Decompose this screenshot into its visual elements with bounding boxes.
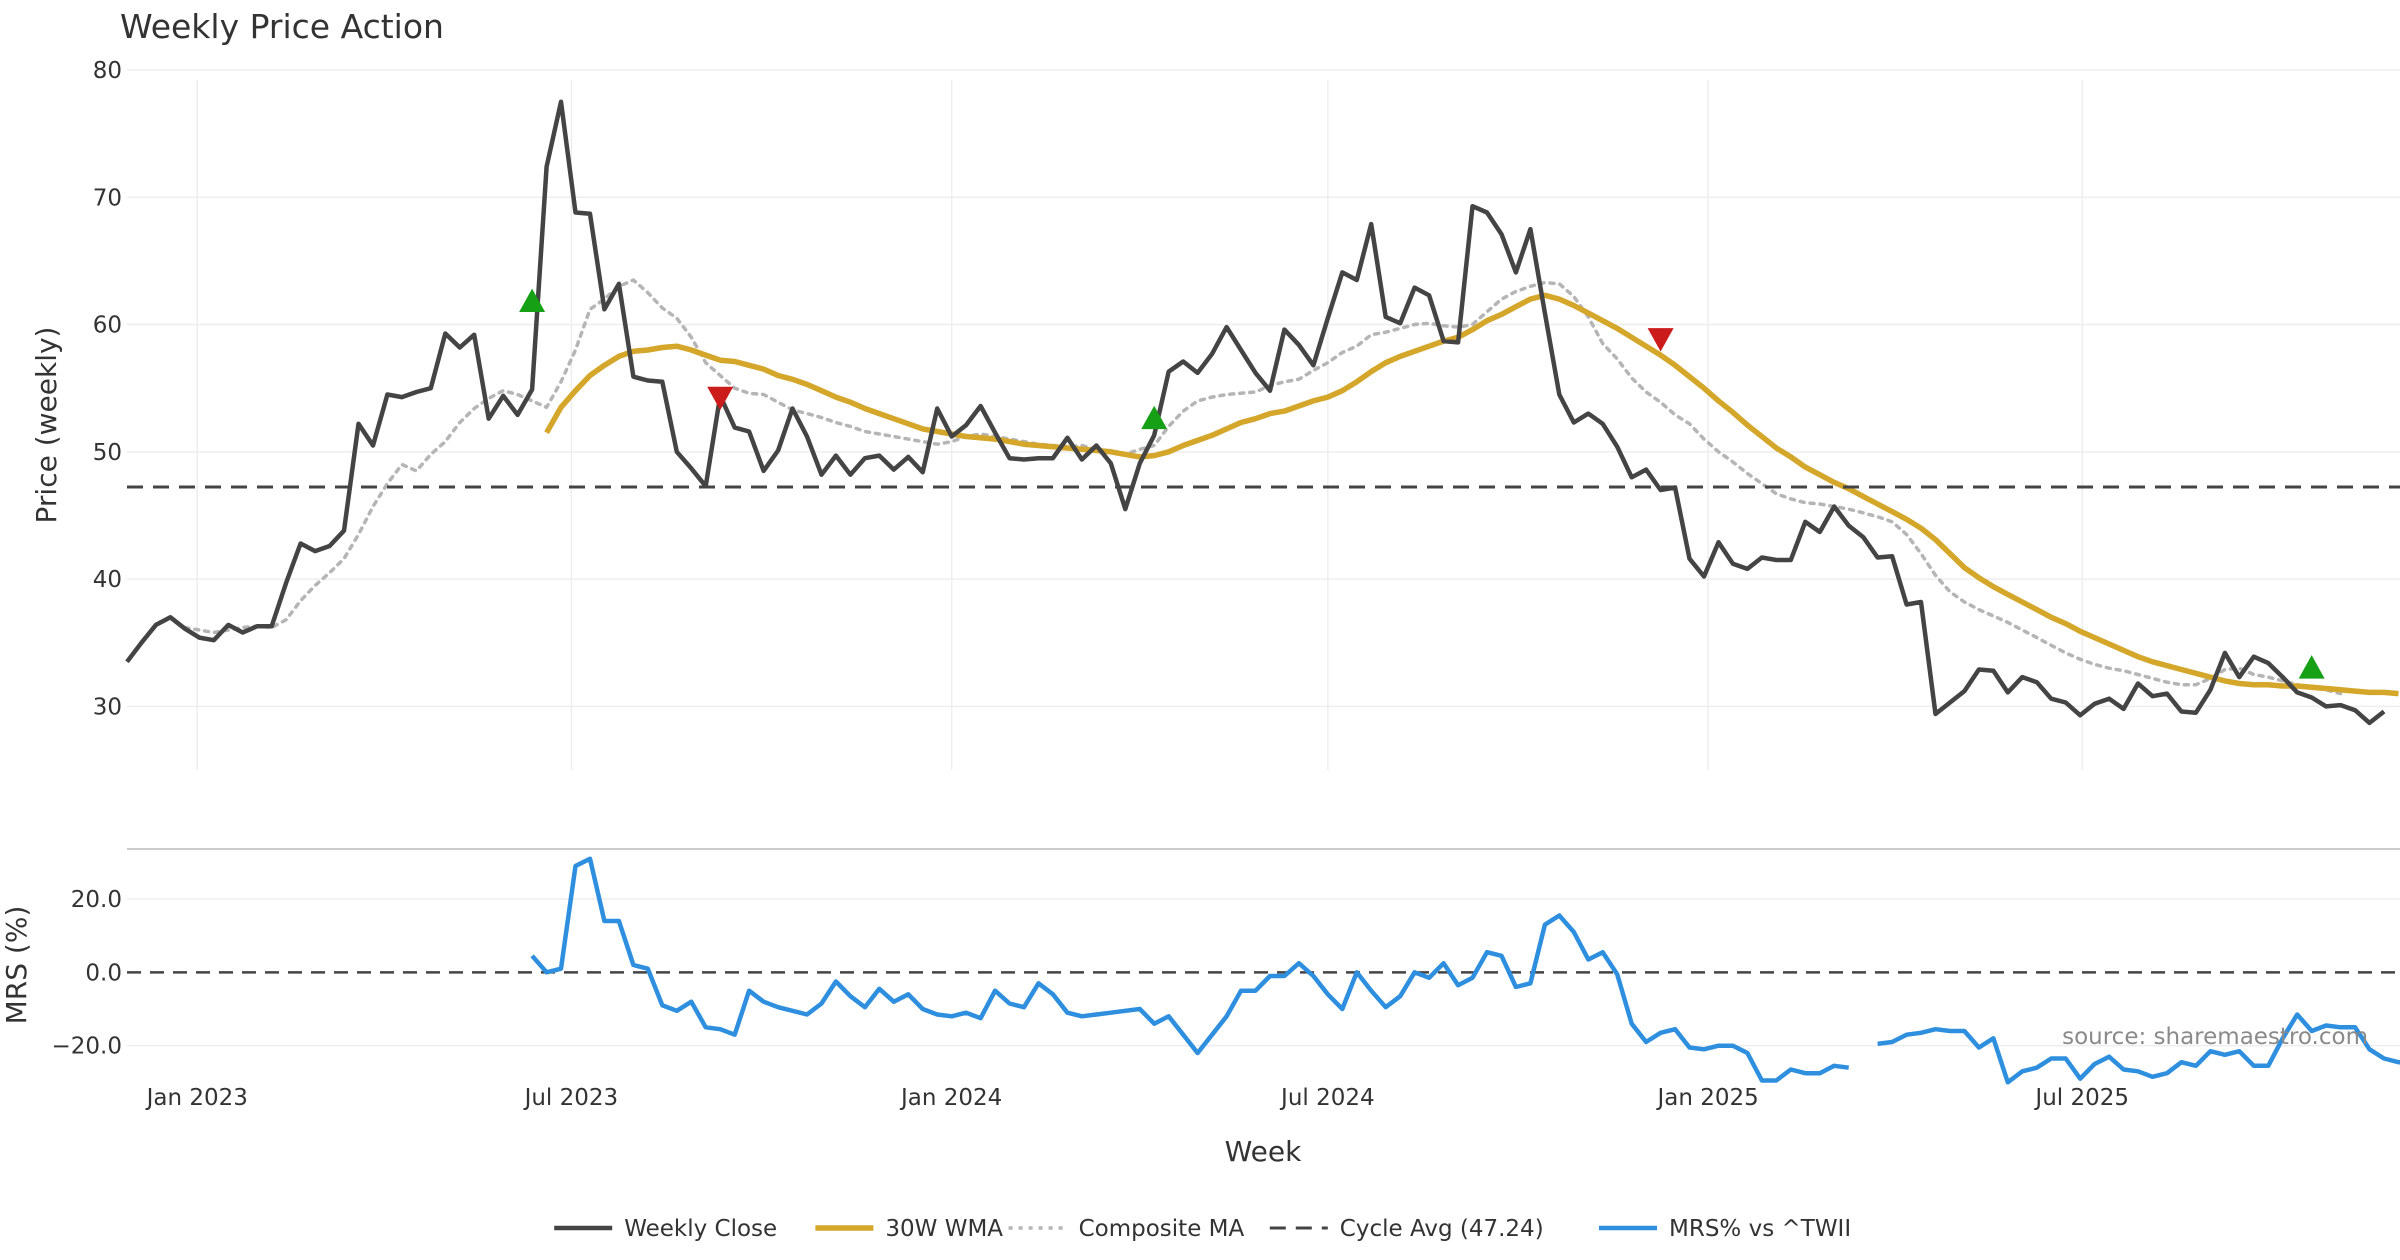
price-y-tick-label: 60: [93, 313, 122, 339]
price-y-axis-label: Price (weekly): [30, 327, 63, 524]
price-y-tick-label: 80: [93, 58, 122, 84]
series-line-weekly-close: [125, 99, 2386, 726]
x-tick-label: Jan 2023: [145, 1085, 248, 1111]
mrs-y-tick-label: 20.0: [71, 887, 122, 913]
legend-label: Composite MA: [1079, 1216, 1245, 1242]
mrs-y-tick-label: 0.0: [85, 960, 122, 986]
series-line-30w-wma: [544, 292, 2399, 697]
mrs-y-tick-label: −20.0: [52, 1034, 122, 1060]
price-y-ticks: 30 40 50 60 70 80: [93, 58, 122, 720]
chart-title: Weekly Price Action: [120, 7, 444, 46]
legend-label: Weekly Close: [624, 1216, 777, 1242]
buy-signal-marker: [2298, 655, 2325, 679]
buy-signal-marker: [1141, 405, 1168, 430]
price-y-tick-label: 30: [93, 694, 122, 720]
mrs-y-ticks: −20.0 0.0 20.0: [52, 887, 122, 1060]
x-axis-label: Week: [1225, 1135, 1302, 1168]
price-y-tick-label: 70: [93, 185, 122, 211]
x-ticks: Jan 2023 Jul 2023 Jan 2024 Jul 2024 Jan 2025…: [145, 1085, 2129, 1111]
mrs-y-axis-label: MRS (%): [0, 906, 33, 1025]
series-line-mrs: [530, 856, 2400, 1085]
legend-label: Cycle Avg (47.24): [1340, 1216, 1544, 1242]
mrs-gridlines: [127, 898, 2400, 1047]
price-gridlines: [127, 69, 2400, 770]
price-series-group: [125, 99, 2400, 726]
legend: Weekly Close 30W WMA Composite MA Cycle Avg…: [554, 1216, 1851, 1242]
x-tick-label: Jul 2024: [1279, 1085, 1375, 1111]
signal-markers: [519, 288, 2325, 679]
price-y-tick-label: 40: [93, 567, 122, 593]
buy-signal-marker: [519, 288, 546, 313]
series-line-composite-ma: [183, 278, 2343, 696]
price-y-tick-label: 50: [93, 440, 122, 466]
x-tick-label: Jan 2024: [899, 1085, 1002, 1111]
sell-signal-marker: [707, 386, 734, 411]
sell-signal-marker: [1647, 328, 1674, 352]
x-tick-label: Jan 2025: [1655, 1085, 1758, 1111]
legend-label: 30W WMA: [885, 1216, 1003, 1242]
x-tick-label: Jul 2025: [2033, 1085, 2129, 1111]
mrs-series-group: [530, 856, 2400, 1085]
legend-label: MRS% vs ^TWII: [1669, 1216, 1851, 1242]
source-label: source: sharemaestro.com: [2062, 1024, 2368, 1050]
x-tick-label: Jul 2023: [523, 1085, 619, 1111]
